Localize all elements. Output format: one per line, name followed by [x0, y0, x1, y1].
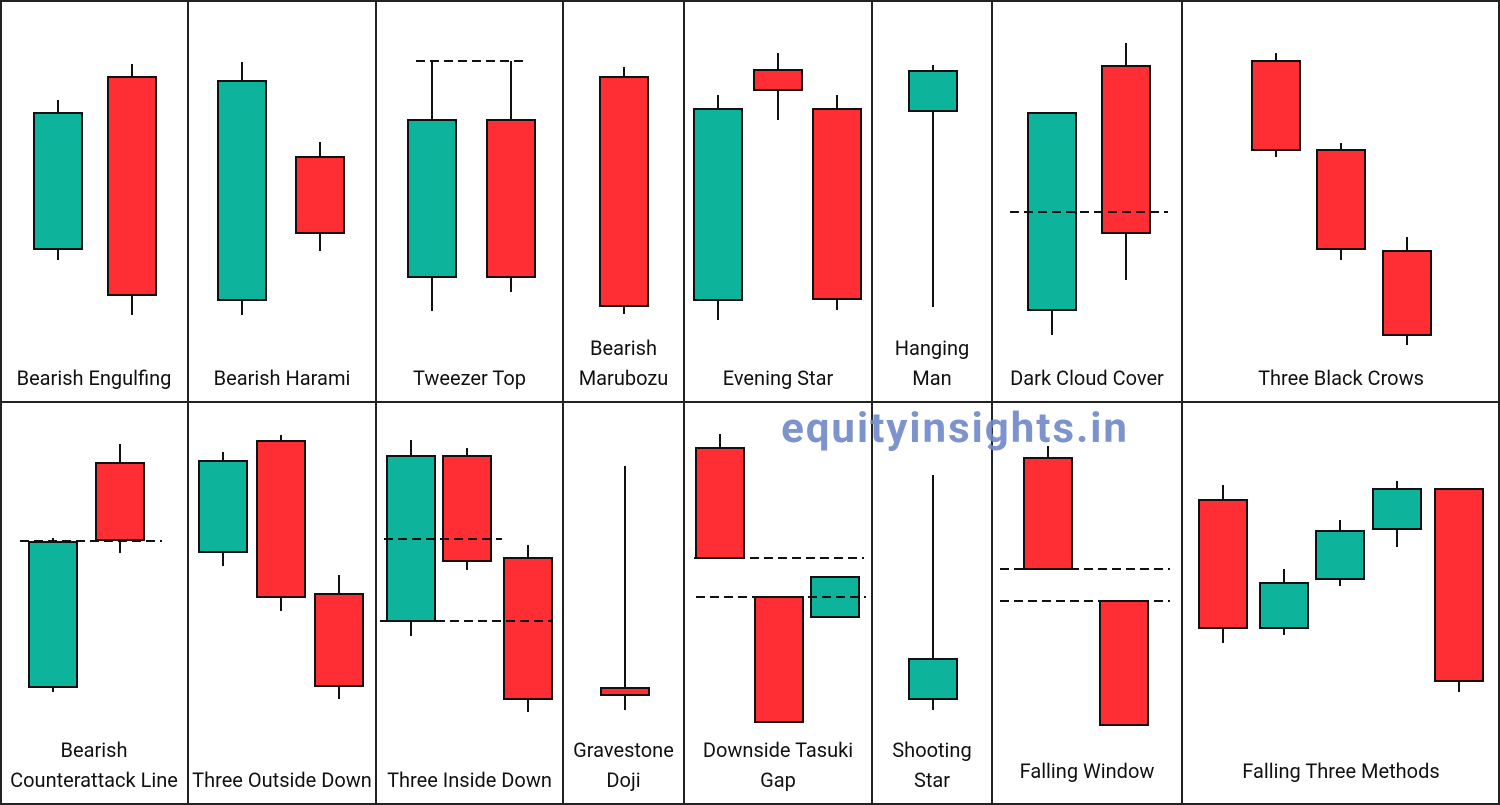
pattern-label: Falling Three Methods [1242, 759, 1440, 783]
candle-body [1315, 530, 1365, 580]
candle-body [33, 112, 83, 250]
candle-body [295, 156, 345, 234]
pattern-label: Hanging Man [894, 336, 970, 390]
pattern-label: Three Black Crows [1258, 366, 1424, 390]
candle-body [1198, 499, 1248, 629]
pattern-label: Three Outside Down [192, 768, 372, 792]
candle-body [107, 76, 157, 296]
candle-body [28, 541, 78, 688]
candle-body [256, 440, 306, 598]
candle-body [1434, 488, 1484, 682]
candle-body [1099, 600, 1149, 726]
candle-body [693, 108, 743, 301]
candle-body [695, 447, 745, 559]
candle-body [754, 596, 804, 723]
candle-body [314, 593, 364, 687]
candle-body [1023, 457, 1073, 570]
pattern-label: Bearish Counterattack Line [10, 738, 178, 792]
candle-body [753, 69, 803, 91]
watermark: equityinsights.in [781, 404, 1129, 453]
pattern-label: Shooting Star [892, 738, 972, 792]
candle-body [1101, 65, 1151, 234]
pattern-label: Falling Window [1019, 759, 1155, 783]
candle-body [503, 557, 553, 700]
candle-body [908, 658, 958, 700]
candle-body [198, 460, 248, 553]
candle-body [1259, 582, 1309, 629]
candle-body [908, 70, 958, 112]
pattern-label: Bearish Engulfing [16, 366, 172, 390]
pattern-label: Tweezer Top [413, 366, 526, 390]
candle-body [1372, 488, 1422, 530]
candle-body [486, 119, 536, 278]
candle-body [95, 462, 145, 541]
candle-body [407, 119, 457, 278]
pattern-label: Dark Cloud Cover [1010, 366, 1164, 390]
candle-body [812, 108, 862, 300]
pattern-label: Evening Star [722, 366, 834, 390]
candle-body [217, 80, 267, 301]
candle-body [1316, 149, 1366, 250]
candle-body [599, 76, 649, 307]
candle-body [1251, 60, 1301, 151]
pattern-label: Bearish Marubozu [578, 336, 669, 390]
pattern-label: Gravestone Doji [573, 738, 674, 792]
pattern-label: Three Inside Down [387, 768, 552, 792]
candle-body [600, 687, 650, 696]
pattern-label: Downside Tasuki Gap [702, 738, 854, 792]
candle-body [442, 455, 492, 562]
pattern-label: Bearish Harami [213, 366, 351, 390]
candle-body [1382, 250, 1432, 336]
